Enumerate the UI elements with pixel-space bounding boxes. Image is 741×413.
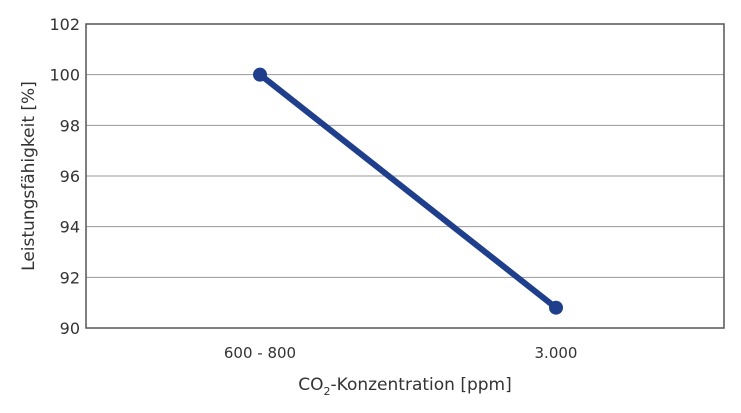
y-tick-label: 96: [60, 167, 80, 186]
y-tick-label: 100: [49, 66, 80, 85]
y-tick-label: 94: [60, 218, 80, 237]
x-axis-label: CO2-Konzentration [ppm]: [298, 375, 511, 398]
y-tick-label: 98: [60, 116, 80, 135]
x-axis-ticks: 600 - 800 3.000: [224, 344, 578, 362]
x-tick-label: 600 - 800: [224, 344, 296, 362]
y-axis-ticks: 90 92 94 96 98 100 102: [49, 15, 80, 338]
series-layer: [253, 67, 563, 315]
data-point: [549, 300, 563, 315]
gridlines: [86, 74, 724, 278]
x-tick-label: 3.000: [535, 344, 578, 362]
data-point: [253, 67, 267, 82]
y-tick-label: 90: [60, 319, 80, 338]
series-line: [258, 72, 558, 311]
y-axis-label: Leistungsfähigkeit [%]: [19, 81, 39, 271]
y-tick-label: 92: [60, 268, 80, 287]
y-tick-label: 102: [49, 15, 80, 34]
plot-area-border: [85, 23, 725, 329]
